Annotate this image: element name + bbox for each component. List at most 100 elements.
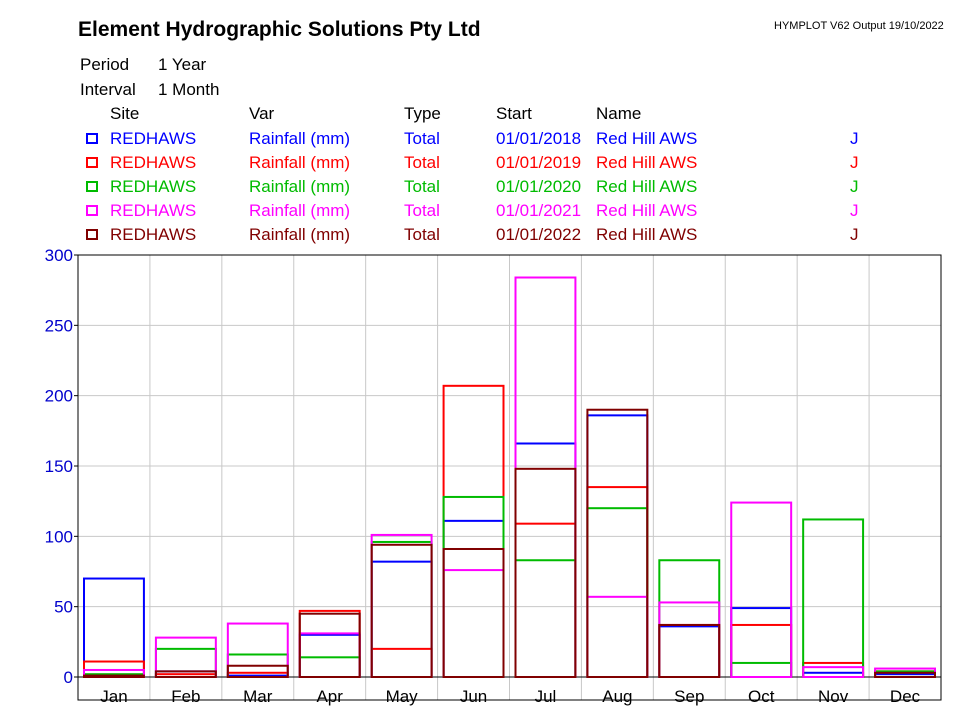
bar <box>586 507 649 679</box>
bar <box>658 559 721 678</box>
x-tick-label: Apr <box>316 687 343 706</box>
bar <box>298 656 361 678</box>
x-tick-label: Sep <box>674 687 704 706</box>
x-tick-label: Jan <box>100 687 127 706</box>
legend-name: Red Hill AWS <box>596 225 698 244</box>
bar <box>658 601 721 678</box>
bar <box>370 560 433 678</box>
legend-flag: J <box>850 153 859 172</box>
legend-name: Red Hill AWS <box>596 153 698 172</box>
period-value: 1 Year <box>158 55 207 74</box>
y-tick-label: 50 <box>54 598 73 617</box>
bar <box>658 623 721 678</box>
legend-site: REDHAWS <box>110 129 197 148</box>
legend-var: Rainfall (mm) <box>249 177 351 196</box>
y-tick-label: 250 <box>45 316 73 335</box>
y-tick-label: 150 <box>45 457 73 476</box>
legend-start: 01/01/2019 <box>496 153 582 172</box>
legend-var: Rainfall (mm) <box>249 201 351 220</box>
output-meta: HYMPLOT V62 Output 19/10/2022 <box>774 20 944 32</box>
legend-header-var: Var <box>249 104 275 123</box>
legend-start: 01/01/2022 <box>496 225 582 244</box>
bar <box>442 519 505 678</box>
legend-name: Red Hill AWS <box>596 201 698 220</box>
plot-frame <box>77 254 942 701</box>
x-tick-label: Jul <box>535 687 557 706</box>
legend-var: Rainfall (mm) <box>249 153 351 172</box>
bar <box>586 595 649 679</box>
legend-start: 01/01/2018 <box>496 129 582 148</box>
legend-site: REDHAWS <box>110 201 197 220</box>
x-tick-label: Aug <box>602 687 632 706</box>
legend-type: Total <box>404 225 440 244</box>
bar <box>514 522 577 678</box>
y-tick-label: 300 <box>45 246 73 265</box>
legend-flag: J <box>850 225 859 244</box>
bar <box>730 501 793 678</box>
legend-flag: J <box>850 201 859 220</box>
bar <box>298 612 361 679</box>
bar <box>658 623 721 678</box>
legend-start: 01/01/2020 <box>496 177 582 196</box>
bar <box>586 408 649 678</box>
interval-label: Interval <box>80 80 136 99</box>
bar <box>874 671 936 679</box>
legend-site: REDHAWS <box>110 177 197 196</box>
bar <box>442 384 505 678</box>
bar <box>154 647 217 678</box>
bar <box>730 623 793 678</box>
legend-header-type: Type <box>404 104 441 123</box>
report-title: Element Hydrographic Solutions Pty Ltd <box>78 18 481 41</box>
bar <box>298 633 361 678</box>
legend-type: Total <box>404 153 440 172</box>
y-tick-label: 0 <box>64 668 73 687</box>
legend-swatch <box>86 229 98 240</box>
bar <box>226 664 289 678</box>
x-tick-label: Oct <box>748 687 775 706</box>
period-label: Period <box>80 55 130 74</box>
legend-header-site: Site <box>110 104 140 123</box>
y-tick-label: 200 <box>45 387 73 406</box>
x-tick-label: Jun <box>460 687 487 706</box>
bar <box>226 622 289 679</box>
bar <box>370 543 433 678</box>
bar <box>514 559 577 678</box>
x-tick-label: Feb <box>171 687 200 706</box>
bar <box>442 495 505 678</box>
interval-value: 1 Month <box>158 80 220 99</box>
x-tick-label: Nov <box>818 687 849 706</box>
bar <box>442 569 505 678</box>
legend-header-start: Start <box>496 104 532 123</box>
bar <box>802 666 865 678</box>
bar <box>730 661 793 679</box>
legend-swatch <box>86 133 98 144</box>
legend-var: Rainfall (mm) <box>249 129 351 148</box>
y-tick-label: 100 <box>45 527 73 546</box>
x-tick-label: May <box>386 687 419 706</box>
legend-swatch <box>86 157 98 168</box>
bar <box>514 276 577 678</box>
legend-name: Red Hill AWS <box>596 177 698 196</box>
legend-swatch <box>86 205 98 216</box>
bar <box>298 609 361 678</box>
legend-flag: J <box>850 177 859 196</box>
legend-type: Total <box>404 177 440 196</box>
bar <box>442 547 505 679</box>
bar <box>298 632 361 678</box>
bar <box>730 607 793 678</box>
bar <box>586 486 649 678</box>
legend-var: Rainfall (mm) <box>249 225 351 244</box>
legend-type: Total <box>404 129 440 148</box>
x-tick-label: Mar <box>243 687 273 706</box>
bar <box>83 674 145 678</box>
legend-site: REDHAWS <box>110 153 197 172</box>
bar <box>802 661 865 679</box>
bar <box>514 467 577 678</box>
bar <box>154 670 217 679</box>
bar <box>370 647 433 678</box>
legend-name: Red Hill AWS <box>596 129 698 148</box>
legend-type: Total <box>404 201 440 220</box>
bar <box>658 625 721 678</box>
bar <box>586 414 649 678</box>
